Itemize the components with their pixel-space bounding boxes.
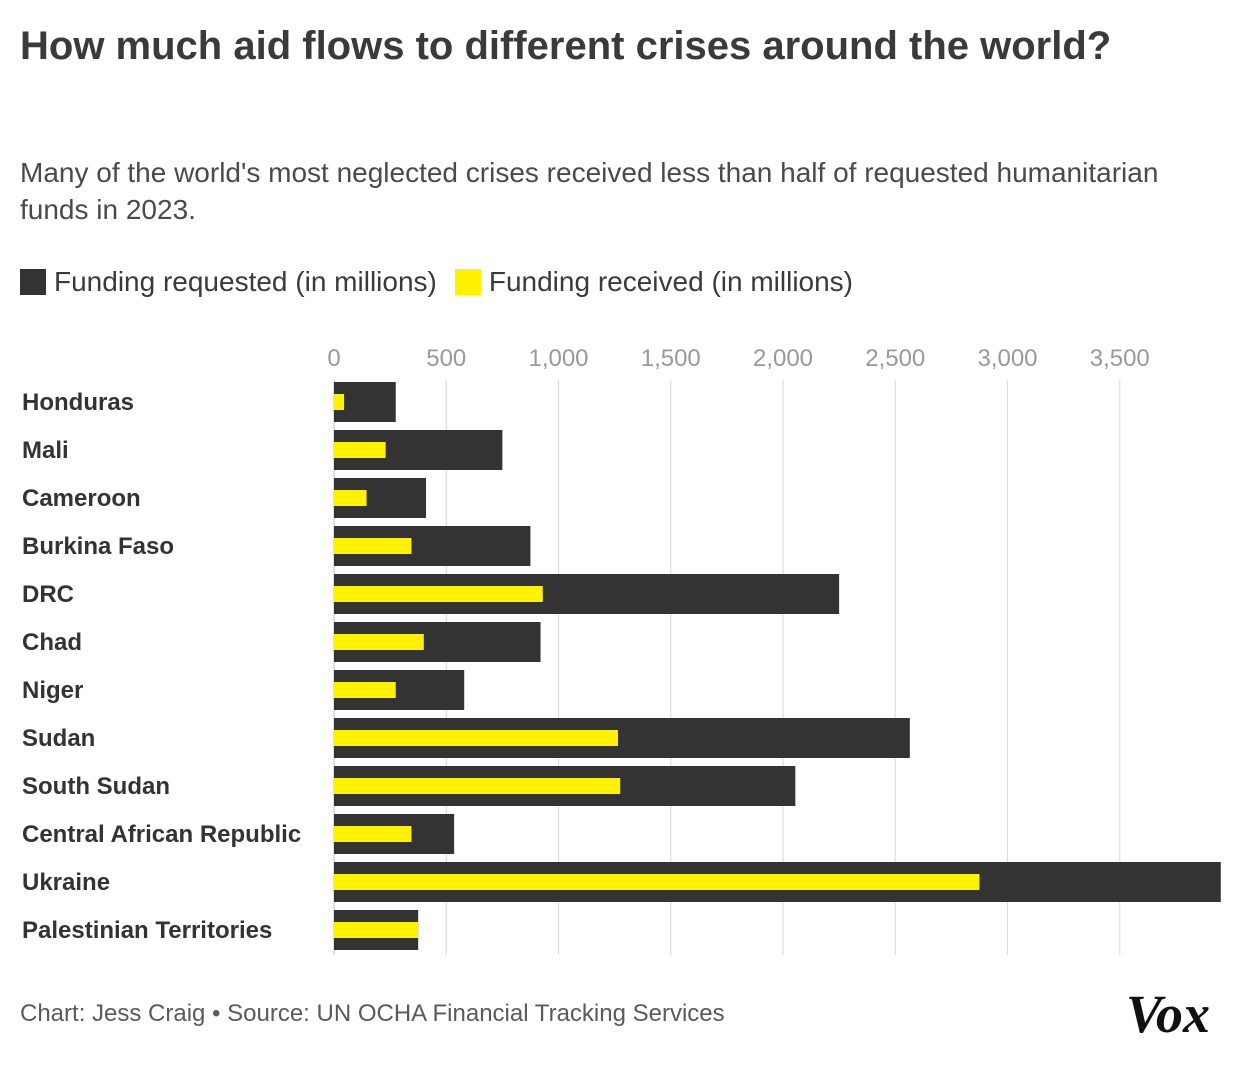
x-tick-label: 2,000 — [753, 345, 813, 372]
category-labels: Honduras Mali Cameroon Burkina Faso DRC Chad N… — [22, 389, 301, 944]
x-tick-label: 0 — [327, 345, 340, 372]
bar-received — [334, 442, 386, 458]
bar-received — [334, 634, 424, 650]
bar-received — [334, 826, 412, 842]
category-label: Sudan — [22, 725, 95, 752]
bar-received — [334, 586, 543, 602]
x-tick-label: 3,000 — [977, 345, 1037, 372]
legend-swatch-requested — [20, 269, 46, 295]
bar-chart: 0 500 1,000 1,500 2,000 2,500 3,000 3,500 Hondu… — [22, 345, 1221, 955]
category-label: Niger — [22, 677, 83, 704]
x-tick-label: 3,500 — [1090, 345, 1150, 372]
legend-label-received: Funding received (in millions) — [488, 266, 854, 297]
bar-received — [334, 682, 396, 698]
category-label: Chad — [22, 629, 82, 656]
category-label: DRC — [22, 581, 74, 608]
category-label: Mali — [22, 437, 69, 464]
category-label: Central African Republic — [22, 821, 301, 848]
x-tick-label: 1,000 — [528, 345, 588, 372]
bar-requested — [334, 382, 396, 422]
bar-received — [334, 490, 367, 506]
category-label: Palestinian Territories — [22, 917, 272, 944]
legend-item-requested: Funding requested (in millions) — [20, 266, 437, 298]
svg-text:Vox: Vox — [1126, 984, 1210, 1044]
category-label: South Sudan — [22, 773, 170, 800]
category-label: Burkina Faso — [22, 533, 174, 560]
x-axis-ticks: 0 500 1,000 1,500 2,000 2,500 3,000 3,500 — [327, 345, 1149, 372]
chart-legend: Funding requested (in millions) Funding … — [20, 266, 871, 298]
chart-title: How much aid flows to different crises a… — [20, 24, 1112, 68]
legend-item-received: Funding received (in millions) — [454, 266, 854, 298]
chart-subtitle: Many of the world's most neglected crise… — [20, 157, 1159, 225]
bar-received — [334, 922, 419, 938]
x-tick-label: 1,500 — [641, 345, 701, 372]
bars — [334, 382, 1221, 950]
x-tick-label: 500 — [426, 345, 466, 372]
bar-received — [334, 538, 412, 554]
grid-lines — [333, 380, 1121, 955]
category-label: Honduras — [22, 389, 134, 416]
bar-received — [334, 778, 621, 794]
x-tick-label: 2,500 — [865, 345, 925, 372]
category-label: Cameroon — [22, 485, 141, 512]
legend-label-requested: Funding requested (in millions) — [54, 266, 437, 297]
vox-logo: Vox — [1126, 984, 1210, 1044]
bar-received — [334, 394, 345, 410]
category-label: Ukraine — [22, 869, 110, 896]
chart-credit: Chart: Jess Craig • Source: UN OCHA Fina… — [20, 1000, 725, 1027]
bar-received — [334, 874, 980, 890]
bar-received — [334, 730, 618, 746]
legend-swatch-received — [454, 269, 481, 295]
